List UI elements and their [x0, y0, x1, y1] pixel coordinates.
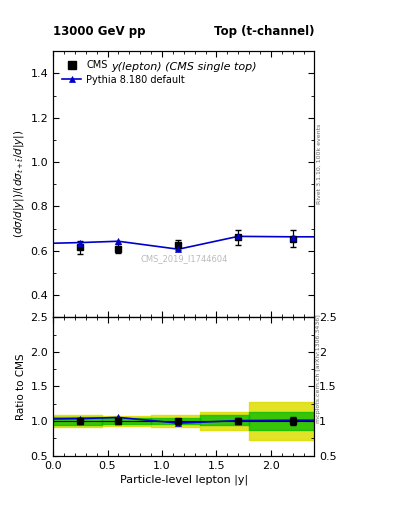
Text: mcplots.cern.ch [arXiv:1306.3436]: mcplots.cern.ch [arXiv:1306.3436]: [316, 314, 321, 423]
Text: Rivet 3.1.10, 100k events: Rivet 3.1.10, 100k events: [316, 124, 321, 204]
Y-axis label: Ratio to CMS: Ratio to CMS: [16, 353, 26, 420]
Text: 13000 GeV pp: 13000 GeV pp: [53, 26, 145, 38]
Y-axis label: $(d\sigma/d|y|)/(d\sigma_{t+\bar{t}}/d|y|)$: $(d\sigma/d|y|)/(d\sigma_{t+\bar{t}}/d|y…: [12, 130, 26, 239]
Text: CMS_2019_I1744604: CMS_2019_I1744604: [140, 254, 228, 263]
Legend: CMS, Pythia 8.180 default: CMS, Pythia 8.180 default: [58, 56, 189, 89]
Text: Top (t-channel): Top (t-channel): [214, 26, 314, 38]
Text: y(lepton) (CMS single top): y(lepton) (CMS single top): [111, 62, 257, 72]
X-axis label: Particle-level lepton |y|: Particle-level lepton |y|: [119, 475, 248, 485]
